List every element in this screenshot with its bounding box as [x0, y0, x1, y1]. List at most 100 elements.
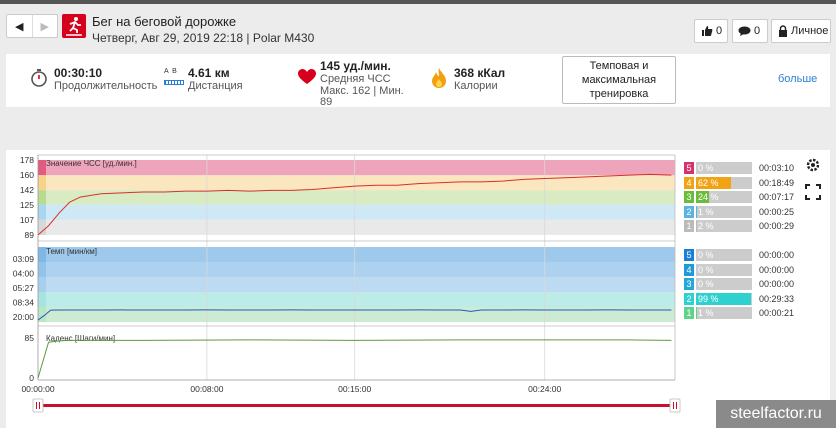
hr-chart-title: Значение ЧСС [уд./мин.] [46, 159, 137, 168]
pace-zone-fill [696, 307, 697, 319]
pace-zone-badge: 1 [684, 307, 694, 319]
hr-ytick-label: 142 [20, 185, 34, 195]
pace-ytick-label: 03:09 [13, 254, 35, 264]
hr-zone-percent: 1 % [698, 206, 714, 217]
pace-zone-band-1 [38, 307, 675, 322]
pace-zone-time: 00:00:00 [759, 250, 795, 260]
pace-zone-percent: 1 % [698, 308, 714, 318]
like-button[interactable]: 0 [694, 19, 728, 43]
hr-ytick-label: 125 [20, 200, 34, 210]
pace-zone-percent: 0 % [698, 279, 714, 289]
hr-zone-band-5 [38, 160, 675, 176]
settings-icon[interactable] [804, 156, 822, 174]
hr-zone-marker-2 [38, 204, 46, 220]
pace-ytick-label: 04:00 [13, 269, 35, 279]
thumbs-up-icon [702, 26, 713, 36]
calories-stat: 368 кКал Калории [432, 66, 505, 92]
x-tick-label: 00:15:00 [338, 384, 371, 394]
cadence-ytick-label: 85 [25, 333, 35, 343]
fullscreen-icon[interactable] [804, 183, 822, 201]
pace-chart-title: Темп [мин/км] [46, 247, 97, 256]
lock-icon [779, 25, 787, 37]
duration-value: 00:30:10 [54, 66, 103, 80]
pace-zone-marker-3 [38, 277, 46, 292]
heart-rate-stat: 145 уд./мин. Средняя ЧСС Макс. 162 | Мин… [298, 59, 404, 108]
pace-zone-bar: 1 % [696, 307, 752, 319]
pace-series-line [37, 309, 672, 321]
hr-zone-marker-1 [38, 219, 46, 235]
hr-zone-band-3 [38, 190, 675, 205]
hr-zone-fill [696, 191, 710, 203]
x-tick-label: 00:24:00 [528, 384, 561, 394]
hr-zone-percent: 62 % [698, 177, 719, 188]
distance-stat: A B 4.61 км Дистанция [164, 66, 243, 92]
hr-min-value: 89 [320, 96, 333, 108]
distance-value: 4.61 км [188, 66, 230, 80]
more-link[interactable]: больше [778, 73, 818, 85]
session-subtitle: Четверг, Авг 29, 2019 22:18 | Polar M430 [92, 31, 315, 45]
hr-max-min: Макс. 162 | Мин. [320, 85, 404, 97]
pace-zone-percent: 0 % [698, 250, 714, 260]
duration-stat: 00:30:10 Продолжительность [30, 66, 157, 92]
previous-session-button[interactable]: ◀ [7, 15, 33, 37]
pace-zone-badge: 4 [684, 263, 694, 276]
distance-label: Дистанция [188, 80, 243, 92]
pace-zone-percent: 0 % [698, 264, 714, 275]
x-tick-label: 00:00:00 [21, 384, 54, 394]
pace-zone-time: 00:00:21 [759, 308, 795, 318]
hr-series-line [37, 173, 672, 236]
duration-label: Продолжительность [54, 80, 158, 92]
hr-zone-bar: 0 % [696, 162, 752, 174]
watermark: steelfactor.ru [716, 400, 836, 428]
hr-zone-bar: 62 % [696, 176, 752, 189]
hr-zone-badge: 1 [684, 220, 694, 232]
hr-zone-bar: 1 % [696, 205, 752, 218]
hr-average-value: 145 уд./мин. [320, 59, 391, 73]
next-session-button[interactable]: ▶ [40, 20, 49, 33]
calories-label: Калории [454, 80, 498, 92]
hr-zone-band-4 [38, 175, 675, 191]
pace-zone-marker-4 [38, 262, 46, 277]
pace-zone-badge: 5 [684, 249, 694, 261]
pace-zone-badge: 3 [684, 278, 694, 290]
hr-zone-fill [696, 205, 697, 218]
comment-button[interactable]: 0 [732, 19, 768, 43]
heart-icon [298, 69, 316, 84]
hr-zone-badge: 2 [684, 205, 694, 218]
hr-ytick-label: 160 [20, 170, 34, 180]
cadence-chart-title: Каденс [Шаги/мин] [46, 334, 115, 343]
session-title: Бег на беговой дорожке [92, 14, 237, 29]
hr-zone-time: 00:07:17 [759, 192, 795, 202]
hr-zone-band-2 [38, 204, 675, 220]
x-tick-label: 00:08:00 [190, 384, 223, 394]
cadence-ytick-label: 0 [29, 373, 34, 383]
time-range-slider[interactable] [38, 404, 675, 407]
top-border [0, 0, 836, 4]
hr-ytick-label: 107 [20, 215, 34, 225]
privacy-button[interactable]: Личное [771, 19, 831, 43]
hr-zone-fill [696, 220, 698, 232]
hr-zone-percent: 0 % [698, 163, 714, 173]
hr-zone-percent: 2 % [698, 221, 714, 231]
hr-ytick-label: 178 [20, 155, 34, 165]
pace-zone-percent: 99 % [698, 293, 719, 304]
hr-zone-fill [696, 176, 731, 189]
slider-handle-start[interactable] [32, 398, 44, 413]
pace-zone-band-5 [38, 247, 675, 262]
pace-ytick-label: 08:34 [13, 298, 35, 308]
pace-zone-bar: 0 % [696, 249, 752, 261]
pace-zone-band-2 [38, 292, 675, 307]
training-benefit-button[interactable]: Темповая и максимальная тренировка [562, 56, 676, 104]
pace-zone-badge: 2 [684, 292, 694, 305]
calories-value: 368 кКал [454, 66, 506, 80]
hr-zone-marker-5 [38, 160, 46, 176]
pace-zone-time: 00:00:00 [759, 279, 795, 289]
hr-zone-time: 00:00:29 [759, 221, 795, 231]
distance-icon: A B [164, 68, 184, 88]
pace-zone-fill [696, 292, 752, 305]
pace-zone-time: 00:00:00 [759, 264, 795, 275]
slider-handle-end[interactable] [669, 398, 681, 413]
pace-zone-band-3 [38, 277, 675, 292]
like-count: 0 [716, 25, 723, 37]
